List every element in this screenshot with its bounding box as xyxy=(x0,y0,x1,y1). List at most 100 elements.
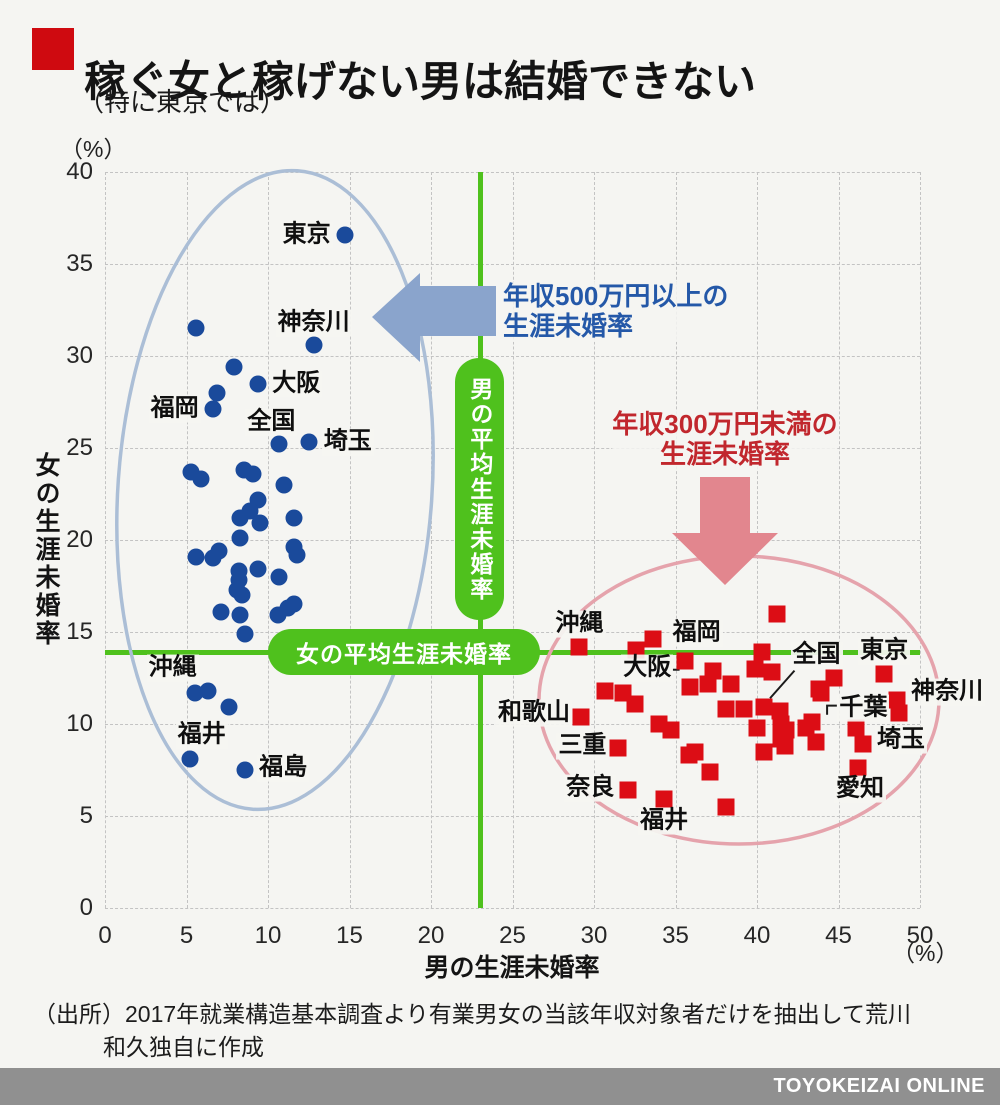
men-average-label-pill: 男の平均生涯未婚率 xyxy=(455,358,505,620)
data-point xyxy=(699,675,717,693)
gridline-horizontal xyxy=(105,816,920,817)
x-axis-unit: （%） xyxy=(892,940,959,966)
point-label-全国: 全国 xyxy=(245,407,298,436)
data-point xyxy=(717,798,735,816)
data-point xyxy=(192,470,210,488)
data-point xyxy=(776,737,794,755)
data-point xyxy=(270,568,288,586)
footer-bar: TOYOKEIZAI ONLINE xyxy=(0,1068,1000,1105)
data-point xyxy=(187,319,205,337)
data-point xyxy=(236,761,254,779)
footer-brand: TOYOKEIZAI ONLINE xyxy=(773,1075,985,1097)
data-point xyxy=(249,375,267,393)
y-tick-label: 25 xyxy=(66,434,93,461)
data-point xyxy=(199,682,217,700)
data-point xyxy=(220,698,238,716)
chart-overlay xyxy=(115,168,941,846)
data-point xyxy=(763,663,781,681)
data-point xyxy=(285,595,303,613)
data-point xyxy=(596,682,614,700)
data-point xyxy=(849,759,867,777)
high-income-annotation-line1: 年収500万円以上の xyxy=(503,281,729,311)
x-tick-label: 5 xyxy=(179,922,194,949)
point-label-和歌山: 和歌山 xyxy=(495,698,572,727)
data-point xyxy=(285,509,303,527)
data-point xyxy=(244,465,262,483)
data-point xyxy=(755,698,773,716)
women-average-label-pill: 女の平均生涯未婚率 xyxy=(268,629,540,676)
label-connector-全国 xyxy=(769,669,796,699)
data-point xyxy=(231,509,249,527)
data-point xyxy=(890,704,908,722)
gridline-horizontal xyxy=(105,264,920,265)
data-point xyxy=(854,735,872,753)
y-tick-label: 40 xyxy=(66,158,93,185)
data-point xyxy=(626,695,644,713)
data-point xyxy=(204,549,222,567)
data-point xyxy=(655,790,673,808)
data-point xyxy=(755,743,773,761)
down-arrow-icon xyxy=(672,477,778,585)
data-point xyxy=(231,529,249,547)
point-label-東京: 東京 xyxy=(280,220,333,248)
data-point xyxy=(825,669,843,687)
data-point xyxy=(270,435,288,453)
point-label-神奈川: 神奈川 xyxy=(275,308,352,337)
data-point xyxy=(572,708,590,726)
data-point xyxy=(225,358,243,376)
data-point xyxy=(676,652,694,670)
point-label-三重: 三重 xyxy=(556,731,609,760)
x-axis-title: 男の生涯未婚率 xyxy=(424,954,600,982)
data-point xyxy=(233,586,251,604)
point-label-全国: 全国 xyxy=(790,641,843,669)
high-income-annotation: 年収500万円以上の 生涯未婚率 xyxy=(503,281,729,342)
point-label-福井: 福井 xyxy=(638,807,691,835)
data-point xyxy=(701,763,719,781)
data-point xyxy=(208,384,226,402)
page-title: 稼ぐ女と稼げない男は結婚できない xyxy=(84,58,757,106)
data-point xyxy=(212,603,230,621)
data-point xyxy=(336,226,354,244)
x-tick-label: 45 xyxy=(825,922,852,949)
y-axis-title: 女の生涯未婚率 xyxy=(32,452,60,648)
point-label-愛知: 愛知 xyxy=(834,774,887,803)
gridline-horizontal xyxy=(105,908,920,909)
data-point xyxy=(681,678,699,696)
data-point xyxy=(181,750,199,768)
data-point xyxy=(875,665,893,683)
gridline-vertical xyxy=(920,172,921,908)
data-point xyxy=(662,721,680,739)
data-point xyxy=(797,719,815,737)
point-label-埼玉: 埼玉 xyxy=(321,428,374,456)
x-tick-label: 25 xyxy=(499,922,526,949)
label-connector-千葉 xyxy=(826,704,837,715)
source-note-line1: （出所）2017年就業構造基本調査より有業男女の当該年収対象者だけを抽出して荒川 xyxy=(33,1001,912,1027)
point-label-沖縄: 沖縄 xyxy=(146,653,199,682)
x-tick-label: 35 xyxy=(662,922,689,949)
data-point xyxy=(717,700,735,718)
x-tick-label: 15 xyxy=(336,922,363,949)
point-label-福岡: 福岡 xyxy=(148,394,201,423)
data-point xyxy=(236,625,254,643)
point-label-福島: 福島 xyxy=(257,753,310,782)
y-tick-label: 5 xyxy=(79,802,93,829)
data-point xyxy=(812,684,830,702)
data-point xyxy=(204,400,222,418)
data-point xyxy=(269,606,287,624)
y-tick-label: 35 xyxy=(66,250,93,277)
point-label-福井: 福井 xyxy=(175,720,228,749)
left-arrow-icon xyxy=(372,273,496,362)
x-tick-label: 10 xyxy=(254,922,282,949)
data-point xyxy=(186,684,204,702)
point-label-福岡: 福岡 xyxy=(670,618,723,647)
data-point xyxy=(627,641,645,659)
data-point xyxy=(288,546,306,564)
x-tick-label: 30 xyxy=(580,922,608,949)
data-point xyxy=(249,560,267,578)
point-label-千葉: 千葉 xyxy=(837,693,890,722)
low-income-annotation-line2: 生涯未婚率 xyxy=(659,438,791,469)
data-point xyxy=(644,630,662,648)
data-point xyxy=(305,336,323,354)
data-point xyxy=(768,605,786,623)
y-tick-label: 10 xyxy=(66,710,93,737)
